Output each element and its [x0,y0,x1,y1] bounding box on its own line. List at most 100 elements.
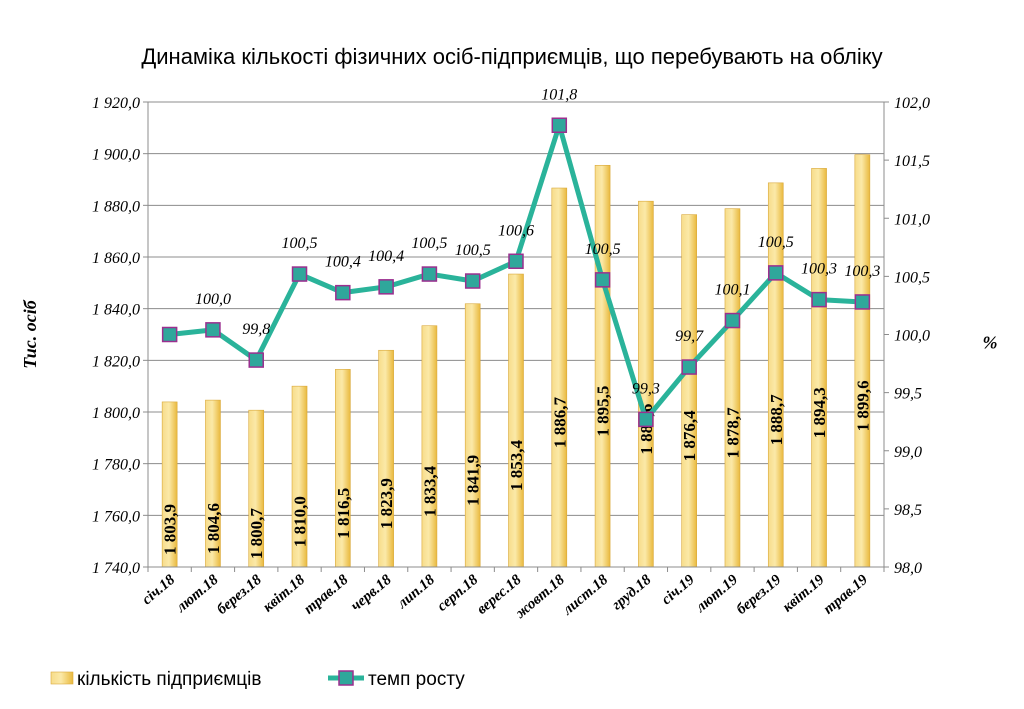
bar [811,168,827,568]
rate-value-label: 100,6 [498,222,534,239]
legend-line-label: темп росту [368,669,465,690]
x-tick-label: лют.19 [692,571,741,616]
rate-value-label: 101,8 [541,86,577,103]
rate-value-label: 100,5 [282,235,318,252]
bar [594,164,611,568]
bar [464,303,481,568]
rate-marker [248,352,264,368]
y-tick-label: 1 800,0 [92,405,140,422]
rate-value-label: 100,0 [195,291,231,308]
legend-line-marker [338,670,354,686]
rate-value-label: 100,4 [325,254,361,271]
y-tick-label: 1 860,0 [92,250,140,267]
bar-value-label: 1 803,9 [161,504,180,555]
rate-marker [421,266,438,282]
y-tick-label: 1 820,0 [92,353,140,370]
y2-tick-label: 99,0 [894,444,922,461]
chart-title: Динаміка кількості фізичних осіб-підприє… [141,44,883,69]
x-tick-label: берез.19 [734,571,785,617]
rate-marker [161,326,178,343]
rate-marker [854,294,871,310]
rate-value-label: 100,1 [714,282,750,299]
x-tick-label: берез.18 [214,571,265,617]
x-tick-label: серп.18 [434,571,481,614]
y2-tick-label: 100,5 [894,269,930,286]
bar-value-label: 1 823,9 [377,478,396,529]
y2-axis-title: % [983,333,998,353]
bar [508,273,524,568]
y-tick-label: 1 740,0 [92,560,140,577]
rate-value-label: 100,5 [585,241,621,258]
bar [421,325,438,568]
bar-value-label: 1 800,7 [247,508,266,560]
y-tick-label: 1 920,0 [92,95,140,112]
x-tick-label: черв.18 [348,571,395,614]
bar-value-label: 1 895,5 [594,386,613,437]
x-tick-label: груд.18 [609,571,655,613]
rate-marker [681,359,697,375]
y2-tick-label: 98,0 [894,560,922,577]
legend: кількість підприємців темп росту [50,669,465,690]
bar [681,214,697,568]
bar [724,208,741,568]
y2-tick-label: 100,0 [894,328,930,345]
x-tick-label: лип.18 [394,571,438,612]
y2-tick-label: 99,5 [894,386,922,403]
y2-tick-label: 98,5 [894,502,922,519]
rate-marker [551,117,568,133]
bar-value-label: 1 886,7 [550,397,569,449]
x-tick-label: січ.19 [659,571,698,608]
x-tick-label: лют.18 [173,571,222,616]
rate-value-label: 99,8 [242,321,270,338]
y-tick-label: 1 880,0 [92,198,140,215]
bar-value-label: 1 888,7 [767,394,786,446]
x-tick-label: трав.18 [301,571,352,617]
bar-value-label: 1 816,5 [334,488,353,539]
bar [551,187,568,568]
y-tick-label: 1 900,0 [92,147,140,164]
rate-marker [335,284,351,301]
rate-marker [464,273,481,289]
y-tick-label: 1 840,0 [92,302,140,319]
bar-value-label: 1 876,4 [680,410,699,462]
rate-value-label: 99,7 [675,328,704,345]
line-series: 100,0 99,8 100,5 100,4 100,4 100,5 100,5 100,6 1… [161,86,880,428]
y2-tick-label: 102,0 [894,95,930,112]
rate-marker [594,272,611,288]
y2-tick-label: 101,5 [894,153,930,170]
rate-value-label: 100,3 [801,261,837,278]
y2-tick-label: 101,0 [894,211,930,228]
bar-series: 1 803,9 1 804,6 1 800,7 1 810,0 1 816,5 1 823… [161,154,872,568]
x-tick-label: квіт.19 [780,571,828,615]
y-axis-title: Тис. осіб [20,299,40,369]
x-tick-label: жовт.18 [513,571,569,621]
rate-value-label: 100,5 [455,242,491,259]
bar [854,154,871,568]
bar-value-label: 1 841,9 [464,455,483,506]
bar-value-label: 1 833,4 [420,465,439,517]
rate-value-label: 100,4 [368,248,404,265]
rate-marker [291,266,308,282]
rate-marker [811,291,827,308]
bar-value-label: 1 899,6 [853,380,872,431]
bar-value-label: 1 878,7 [723,407,742,459]
bar [378,349,394,568]
bar-value-label: 1 894,3 [810,387,829,438]
rate-marker [508,253,524,270]
rate-marker [378,279,394,295]
legend-bar-label: кількість підприємців [77,669,261,690]
y-tick-label: 1 760,0 [92,508,140,525]
rate-value-label: 99,3 [632,380,660,397]
rate-marker [205,322,221,338]
x-tick-label: лист.18 [559,571,611,618]
y-tick-label: 1 780,0 [92,457,140,474]
rate-value-label: 100,5 [411,235,447,252]
x-tick-label: квіт.18 [260,571,308,615]
rate-value-label: 100,5 [758,234,794,251]
rate-marker [638,411,654,428]
x-tick-label: січ.18 [139,571,178,608]
rate-marker [768,265,784,281]
bar-value-label: 1 804,6 [204,503,223,554]
bar-value-label: 1 853,4 [507,440,526,492]
legend-bar-swatch [50,671,74,685]
